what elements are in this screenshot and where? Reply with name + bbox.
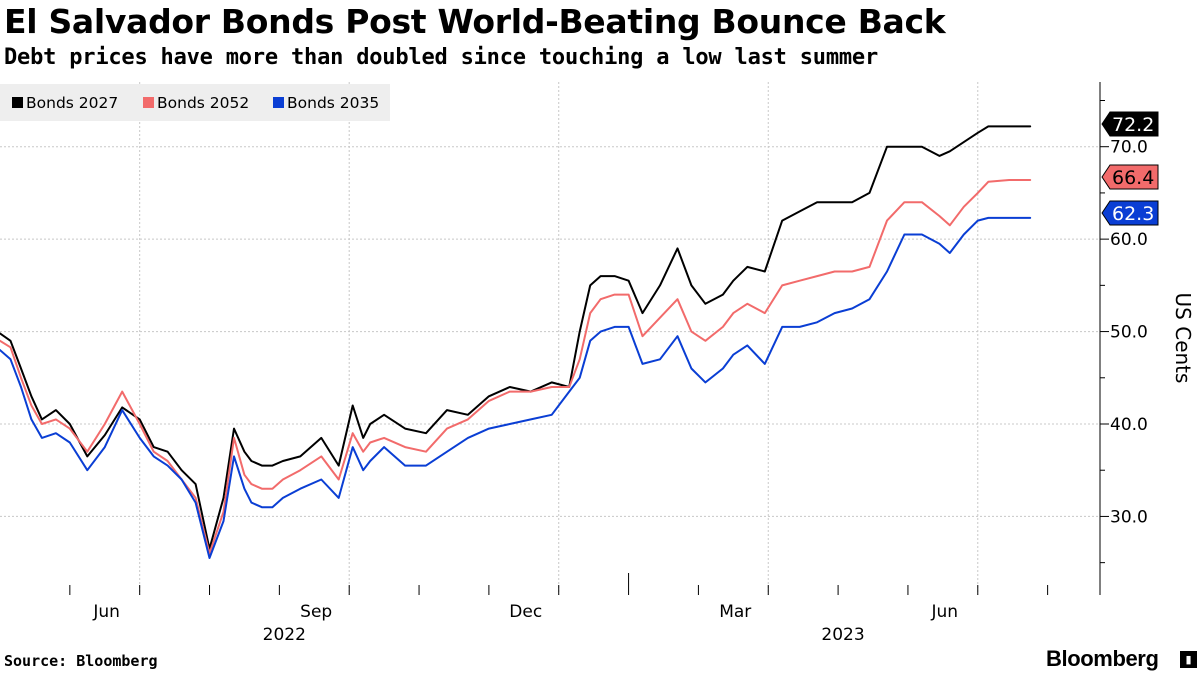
legend-item-bonds-2027: Bonds 2027 [12,94,118,112]
grid-layer [0,82,1100,595]
x-tick-label: Mar [719,602,751,622]
legend-label: Bonds 2035 [287,94,379,112]
legend-item-bonds-2035: Bonds 2035 [273,94,379,112]
x-year-label: 2022 [263,625,306,645]
legend-label: Bonds 2052 [157,94,249,112]
y-tick-label: 50.0 [1110,323,1148,343]
label-flag [1101,111,1159,137]
legend-swatch [12,97,23,108]
y-axis-title: US Cents [1171,293,1195,384]
bloomberg-logo: Bloomberg [1046,646,1159,671]
source-note: Source: Bloomberg [4,652,158,670]
series-line-bonds-2035 [0,216,1032,559]
legend-swatch [273,97,284,108]
y-tick-label: 60.0 [1110,230,1148,250]
label-flag [1101,200,1159,226]
series-line-bonds-2052 [0,179,1032,555]
series-layer [0,125,1032,559]
x-tick-label: Sep [300,602,332,622]
chart-title: El Salvador Bonds Post World-Beating Bou… [4,2,946,41]
last-value-label-bonds-2027: 72.2 [1101,111,1159,137]
legend-background [0,84,390,121]
x-tick-label: Jun [930,602,958,622]
label-flag [1101,164,1159,190]
legend-swatch [143,97,154,108]
last-value-label-bonds-2035: 62.3 [1101,200,1159,226]
label-value: 72.2 [1112,114,1154,136]
chart-subtitle: Debt prices have more than doubled since… [4,45,879,70]
legend-label: Bonds 2027 [26,94,118,112]
bar-chart-icon: ▮ [1180,651,1197,668]
last-value-label-bonds-2052: 66.4 [1101,164,1159,190]
x-tick-label: Jun [92,602,120,622]
x-tick-label: Dec [509,602,542,622]
y-tick-label: 30.0 [1110,507,1148,527]
series-line-bonds-2027 [0,125,1032,550]
legend-item-bonds-2052: Bonds 2052 [143,94,249,112]
y-tick-label: 40.0 [1110,415,1148,435]
y-tick-label: 70.0 [1110,138,1148,158]
last-value-labels: 72.2 66.4 62.3 [1101,111,1159,226]
x-year-label: 2023 [821,625,864,645]
label-value: 66.4 [1112,167,1154,189]
label-value: 62.3 [1112,203,1154,225]
axis-layer: 30.0 40.0 50.0 60.0 70.0 US Cents Jun Sep Dec Mar… [69,82,1195,645]
chart-legend: Bonds 2027 Bonds 2052 Bonds 2035 [0,84,390,121]
